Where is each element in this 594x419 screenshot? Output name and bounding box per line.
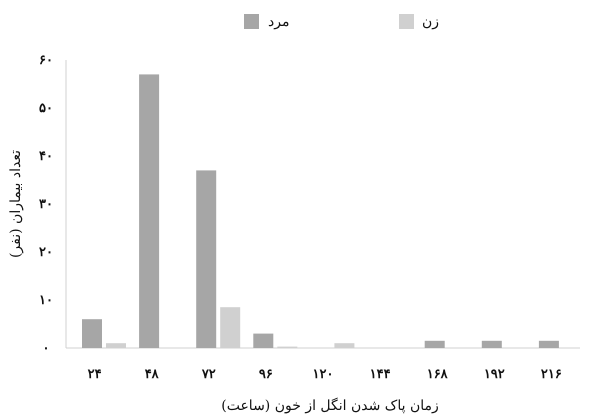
bar-female-4	[334, 343, 355, 348]
y-axis-title: تعداد بیماران (نفر)	[8, 150, 24, 258]
x-axis-title: زمان پاک شدن انگل از خون (ساعت)	[221, 397, 439, 414]
x-tick-label: ۱۹۲	[484, 367, 505, 382]
legend-label-female: زن	[422, 14, 439, 30]
y-tick-label: ۲۰	[39, 245, 53, 260]
x-tick-label: ۲۴	[88, 367, 102, 382]
bars	[82, 74, 559, 349]
x-tick-label: ۱۴۴	[370, 367, 391, 382]
y-tick-label: ۳۰	[39, 197, 53, 212]
bar-male-3	[253, 333, 274, 348]
y-tick-labels: ۰ ۱۰ ۲۰ ۳۰ ۴۰ ۵۰ ۶۰	[39, 53, 53, 356]
x-tick-label: ۷۲	[201, 367, 216, 382]
x-tick-label: ۱۲۰	[313, 367, 334, 382]
y-tick-label: ۶۰	[39, 53, 53, 68]
x-tick-labels: ۲۴ ۴۸ ۷۲ ۹۶ ۱۲۰ ۱۴۴ ۱۶۸ ۱۹۲ ۲۱۶	[88, 367, 562, 382]
legend-label-male: مرد	[268, 14, 289, 30]
legend-swatch-male	[244, 14, 259, 29]
x-tick-label: ۲۱۶	[541, 367, 562, 382]
x-tick-label: ۹۶	[259, 367, 273, 382]
bar-male-2	[196, 170, 217, 348]
legend-swatch-female	[399, 14, 414, 29]
y-tick-label: ۵۰	[39, 101, 53, 116]
bar-female-3	[277, 346, 298, 348]
legend: مرد زن	[244, 14, 439, 30]
bar-female-2	[220, 307, 241, 348]
bar-male-1	[139, 74, 160, 349]
bar-female-0	[106, 343, 126, 348]
x-tick-label: ۱۶۸	[427, 367, 449, 382]
y-tick-label: ۱۰	[39, 293, 53, 308]
bar-male-8	[538, 340, 559, 348]
bar-male-6	[424, 340, 445, 348]
x-tick-label: ۴۸	[145, 367, 160, 382]
bar-male-0	[82, 319, 102, 348]
y-tick-label: ۰	[43, 341, 50, 356]
bar-male-7	[481, 340, 502, 348]
y-tick-label: ۴۰	[39, 149, 53, 164]
